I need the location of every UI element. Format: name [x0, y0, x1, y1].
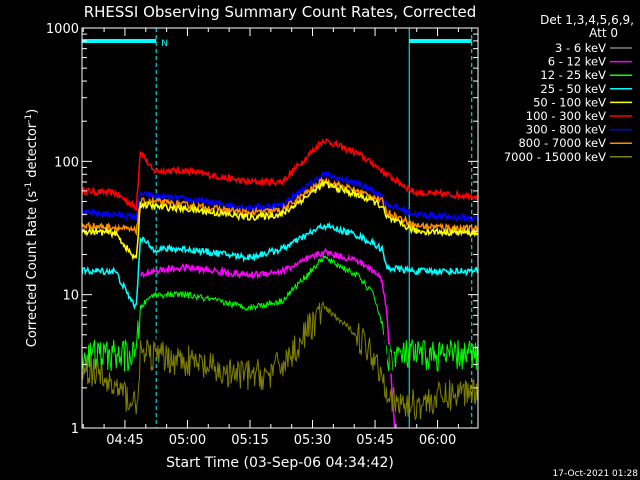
- legend-entry-label: 100 - 300 keV: [526, 109, 606, 123]
- series-line-7: [139, 287, 396, 380]
- legend-header-attenuator: Att 0: [589, 26, 618, 40]
- x-tick-label: 04:45: [106, 433, 143, 448]
- legend-entry-label: 12 - 25 keV: [540, 68, 606, 82]
- legend-entry-label: 800 - 7000 keV: [518, 136, 606, 150]
- y-axis-label-main: Corrected Count Rate (s: [25, 191, 40, 348]
- legend-header-detectors: Det 1,3,4,5,6,9,: [540, 13, 634, 27]
- y-axis-label-sup2: -1: [24, 114, 34, 123]
- x-axis-ticks: 04:45 05:00 05:15 05:30 05:45 06:00: [82, 28, 459, 448]
- y-axis-label-mid: detector: [25, 122, 40, 182]
- x-tick-label: 05:45: [356, 433, 393, 448]
- x-tick-label: 05:00: [169, 433, 206, 448]
- series-line-3: [82, 179, 478, 262]
- y-tick-label: 10: [62, 289, 79, 304]
- y-axis-label: Corrected Count Rate (s-1 detector-1): [24, 109, 40, 347]
- legend-entry-label: 3 - 6 keV: [555, 41, 606, 55]
- y-tick-label: 1: [71, 422, 79, 437]
- legend-entry-label: 6 - 12 keV: [548, 55, 606, 69]
- footer-timestamp: 17-Oct-2021 01:28: [553, 469, 639, 479]
- y-tick-label: 100: [54, 155, 79, 170]
- y-tick-label: 1000: [46, 22, 79, 37]
- night-marker-label: N: [161, 39, 168, 49]
- y-axis-ticks: 1 10 100 1000: [46, 22, 478, 437]
- series-line-5: [139, 247, 396, 428]
- legend-entry-label: 300 - 800 keV: [526, 123, 606, 137]
- x-tick-label: 06:00: [419, 433, 456, 448]
- series-line-6: [82, 254, 478, 373]
- chart-title: RHESSI Observing Summary Count Rates, Co…: [84, 3, 477, 21]
- y-axis-label-end: ): [25, 109, 40, 114]
- x-tick-label: 05:15: [231, 433, 268, 448]
- legend-entry-label: 25 - 50 keV: [540, 82, 606, 96]
- series-layer: [82, 138, 478, 428]
- legend-entry-label: 7000 - 15000 keV: [504, 150, 606, 164]
- series-line-1: [82, 170, 478, 223]
- legend-entry-label: 50 - 100 keV: [533, 95, 606, 109]
- series-line-4: [82, 221, 478, 310]
- night-markers: N: [82, 28, 473, 428]
- y-axis-label-sup1: -1: [24, 182, 34, 191]
- series-line-0: [82, 138, 478, 212]
- x-axis-label: Start Time (03-Sep-06 04:34:42): [166, 455, 394, 471]
- plot-frame: [81, 27, 479, 429]
- series-line-8: [82, 300, 478, 420]
- x-tick-label: 05:30: [294, 433, 331, 448]
